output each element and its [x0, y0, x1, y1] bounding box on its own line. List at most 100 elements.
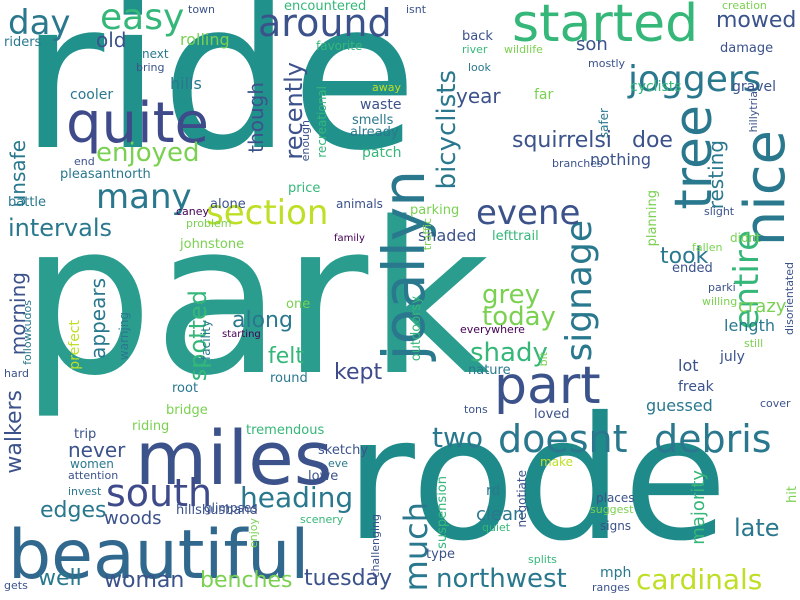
word-joallyn: joallyn [370, 170, 438, 361]
word-guessed: guessed [646, 396, 713, 415]
word-alone: alone [210, 197, 246, 212]
word-already: already [350, 125, 399, 140]
word-edges: edges [40, 498, 107, 523]
word-late: late [734, 514, 780, 542]
word-encountered: encountered [284, 0, 367, 14]
word-mowed: mowed [716, 8, 797, 33]
word-doesnt: doesnt [498, 417, 628, 461]
word-favorite: favorite [316, 39, 363, 53]
word-loved: loved [534, 407, 570, 422]
word-park: park [20, 177, 490, 422]
word-warnjng: warnjng [117, 312, 131, 361]
word-old: old [96, 28, 127, 52]
word-kept: kept [334, 360, 383, 385]
word-cover: cover [760, 397, 791, 410]
word-disorientated: disorientated [783, 262, 796, 335]
word-benches: benches [200, 568, 293, 593]
word-still: still [744, 337, 764, 350]
word-isnt: isnt [406, 3, 427, 16]
word-far: far [534, 87, 554, 103]
word-south: south [106, 471, 213, 515]
word-away: away [372, 81, 401, 94]
word-make: make [540, 455, 573, 469]
word-nothing: nothing [590, 150, 652, 169]
word-sketchy: sketchy [318, 443, 369, 458]
word-freak: freak [678, 379, 714, 395]
word-outdoorsy: outdoorsy [409, 296, 424, 362]
word-didnt: didnt [730, 231, 761, 245]
word-problem: problem [186, 217, 232, 230]
word-crazy: crazy [738, 296, 787, 317]
word-wildlife: wildlife [504, 43, 543, 56]
word-negotiate: negotiate [515, 470, 529, 528]
word-root: root [172, 381, 199, 396]
word-battle: battle [8, 195, 47, 210]
word-hard: hard [4, 367, 30, 380]
word-rolling: rolling [180, 30, 230, 49]
word-gets: gets [4, 579, 28, 592]
word-bring: bring [136, 61, 165, 74]
word-tons: tons [464, 403, 488, 416]
word-felt: felt [268, 344, 305, 369]
word-facility: facility [199, 320, 213, 360]
word-price: price [288, 181, 321, 196]
word-evene: evene [476, 193, 581, 233]
word-hillytrial: hillytrial [747, 88, 760, 133]
word-hills: hills [170, 74, 202, 93]
word-length: length [724, 316, 775, 335]
word-easy: easy [100, 0, 185, 38]
word-section: section [206, 193, 329, 233]
word-back: back [462, 29, 493, 44]
word-signs: signs [600, 519, 632, 533]
word-smells: smells [352, 113, 394, 128]
word-cyclists: cyclists [630, 79, 682, 95]
word-gravel: gravel [732, 79, 777, 95]
word-shady: shady [470, 338, 548, 368]
word-starting: starting [222, 329, 261, 340]
word-beautiful: beautiful [8, 516, 310, 595]
word-end: end [74, 155, 95, 168]
word-hit: hit [785, 486, 800, 503]
word-prefect: prefect [67, 320, 83, 370]
word-recreational: recreational [315, 86, 329, 158]
word-everywhere: everywhere [460, 323, 525, 336]
word-july: july [720, 349, 745, 365]
word-one: one [286, 297, 311, 312]
word-trip: trip [74, 427, 97, 442]
word-woman: woman [104, 568, 185, 593]
word-ended: ended [672, 261, 713, 276]
word-challenging: challenging [369, 514, 382, 578]
word-women: women [70, 457, 114, 471]
word-type: type [426, 547, 456, 562]
word-invest: invest [68, 485, 102, 498]
word-johnstone: johnstone [180, 237, 245, 252]
word-nice: nice [733, 130, 798, 247]
word-cooler: cooler [70, 87, 114, 103]
word-bridge: bridge [166, 403, 208, 418]
word-willing: willing [702, 295, 738, 308]
word-appears: appears [86, 278, 110, 359]
word-waste: waste [360, 97, 402, 113]
word-lot: lot [678, 356, 699, 375]
word-rode: rode [345, 381, 728, 579]
word-tremendous: tremendous [246, 423, 325, 438]
word-river: river [462, 43, 488, 56]
word-woods: woods [104, 508, 162, 529]
word-places: places [596, 491, 635, 505]
word-grey: grey [482, 280, 541, 310]
word-ranges: ranges [592, 581, 630, 594]
word-enjoyed: enjoyed [96, 138, 200, 168]
word-hillshusband: hillshusband [176, 503, 258, 518]
word-riders: riders [4, 35, 42, 50]
word-eve: eve [328, 457, 349, 470]
word-squirrelsi: squirrelsi [512, 128, 612, 153]
word-splits: splits [528, 553, 557, 566]
word-branches: branches [552, 157, 603, 170]
word-around: around [258, 1, 392, 45]
word-doe: doe [632, 128, 673, 153]
word-well: well [38, 566, 82, 591]
word-walkers: walkers [2, 390, 27, 474]
word-lowe: lowe [308, 469, 339, 484]
word-today: today [482, 302, 556, 332]
